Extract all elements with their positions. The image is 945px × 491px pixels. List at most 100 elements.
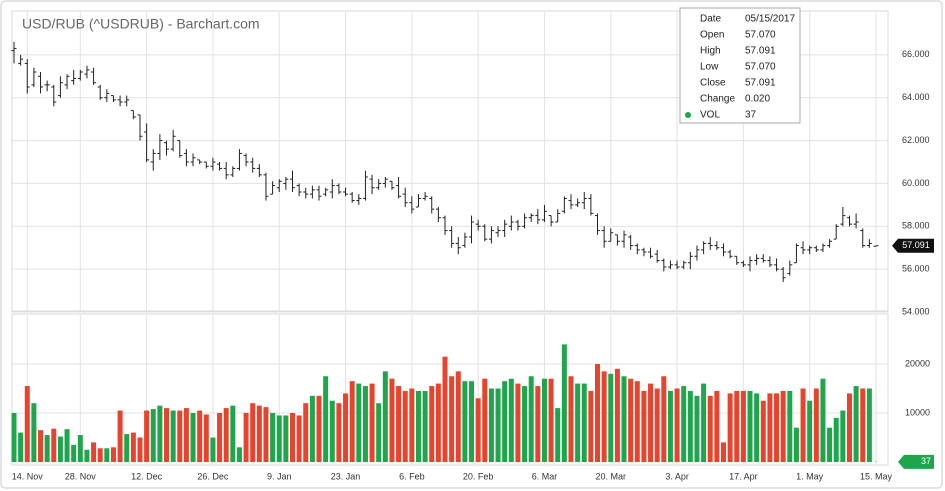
tooltip-label: High bbox=[700, 46, 721, 57]
volume-bar bbox=[190, 413, 196, 462]
x-tick-label: 23. Jan bbox=[331, 471, 361, 481]
volume-bar bbox=[57, 436, 63, 462]
volume-bar bbox=[840, 410, 846, 462]
y-tick-label: 64.000 bbox=[902, 92, 930, 102]
volume-bar bbox=[369, 383, 375, 462]
x-tick-label: 9. Jan bbox=[267, 471, 292, 481]
volume-bar bbox=[137, 437, 143, 462]
volume-bar bbox=[654, 388, 660, 462]
volume-bar bbox=[422, 390, 428, 462]
volume-bar bbox=[482, 378, 488, 462]
volume-bar bbox=[548, 378, 554, 462]
tooltip-value: 0.020 bbox=[745, 94, 770, 105]
volume-bar bbox=[435, 383, 441, 462]
volume-bar bbox=[661, 376, 667, 462]
volume-bar bbox=[150, 409, 156, 462]
volume-bar bbox=[170, 410, 176, 462]
volume-bar bbox=[469, 381, 475, 462]
volume-tick-label: 10000 bbox=[905, 407, 930, 417]
tooltip-label: Date bbox=[700, 14, 722, 25]
volume-bar bbox=[38, 430, 44, 462]
volume-bar bbox=[681, 386, 687, 462]
volume-bar bbox=[780, 390, 786, 462]
tooltip-label: Low bbox=[700, 62, 719, 73]
volume-bar bbox=[807, 400, 813, 462]
tooltip-value: 57.070 bbox=[745, 30, 776, 41]
volume-bar bbox=[827, 427, 833, 462]
volume-bar bbox=[343, 393, 349, 462]
volume-bar bbox=[276, 415, 282, 462]
volume-bar bbox=[197, 410, 203, 462]
volume-bar bbox=[362, 386, 368, 462]
tooltip-label: Open bbox=[700, 30, 724, 41]
volume-bar bbox=[833, 417, 839, 462]
volume-bar bbox=[183, 408, 189, 462]
volume-bar bbox=[767, 393, 773, 462]
volume-bar bbox=[707, 395, 713, 462]
tooltip-value: 57.091 bbox=[745, 78, 776, 89]
volume-bar bbox=[595, 364, 601, 462]
volume-bar bbox=[11, 413, 17, 462]
tooltip-value: 57.091 bbox=[745, 46, 776, 57]
volume-bar bbox=[608, 373, 614, 462]
x-tick-label: 14. Nov bbox=[12, 471, 44, 481]
volume-bar bbox=[402, 390, 408, 462]
volume-bar bbox=[760, 400, 766, 462]
x-tick-label: 20. Mar bbox=[596, 471, 627, 481]
volume-bar bbox=[157, 405, 163, 462]
volume-bar bbox=[813, 388, 819, 462]
volume-bar bbox=[535, 386, 541, 462]
volume-bar bbox=[91, 442, 97, 462]
volume-bar bbox=[124, 434, 130, 462]
x-tick-label: 12. Dec bbox=[131, 471, 163, 481]
volume-bar bbox=[774, 393, 780, 462]
volume-bar bbox=[296, 415, 302, 462]
volume-bar bbox=[230, 405, 236, 462]
volume-bar bbox=[51, 428, 57, 462]
volume-bar bbox=[144, 410, 150, 462]
volume-bar bbox=[581, 383, 587, 462]
volume-bar bbox=[289, 413, 295, 462]
volume-bar bbox=[250, 403, 256, 462]
volume-bar bbox=[561, 344, 567, 462]
volume-bar bbox=[210, 437, 216, 462]
volume-bar bbox=[18, 432, 24, 462]
volume-bar bbox=[316, 395, 322, 462]
volume-bar bbox=[787, 390, 793, 462]
volume-bar bbox=[309, 395, 315, 462]
volume-bar bbox=[701, 383, 707, 462]
x-tick-label: 1. May bbox=[796, 471, 824, 481]
y-tick-label: 54.000 bbox=[902, 306, 930, 316]
volume-bar bbox=[44, 435, 50, 462]
volume-bar bbox=[376, 403, 382, 462]
y-tick-label: 56.000 bbox=[902, 264, 930, 274]
x-tick-label: 26. Dec bbox=[197, 471, 229, 481]
volume-bar bbox=[555, 408, 561, 462]
volume-bar bbox=[800, 388, 806, 462]
price-tag-box bbox=[892, 238, 934, 253]
chart-title: USD/RUB (^USDRUB) - Barchart.com bbox=[22, 16, 260, 32]
tooltip: Date 05/15/2017 Open 57.070 High 57.091 Low 57.… bbox=[679, 7, 801, 124]
volume-bar bbox=[217, 413, 223, 462]
volume-bar bbox=[674, 388, 680, 462]
tooltip-label: Change bbox=[700, 94, 735, 105]
volume-bar bbox=[323, 376, 329, 462]
tooltip-label: Close bbox=[700, 78, 726, 89]
y-tick-label: 60.000 bbox=[902, 178, 930, 188]
volume-bar bbox=[329, 400, 335, 462]
volume-bar bbox=[754, 393, 760, 462]
volume-bar bbox=[462, 381, 468, 462]
volume-bar bbox=[648, 383, 654, 462]
volume-bar bbox=[734, 390, 740, 462]
volume-bar bbox=[628, 378, 634, 462]
volume-bar bbox=[77, 435, 83, 462]
volume-bar bbox=[336, 403, 342, 462]
vol-dot bbox=[685, 112, 691, 118]
x-tick-label: 3. Apr bbox=[665, 471, 689, 481]
volume-bar bbox=[409, 388, 415, 462]
volume-bar bbox=[820, 378, 826, 462]
volume-bar bbox=[720, 442, 726, 462]
volume-bar bbox=[24, 386, 30, 462]
volume-bar bbox=[508, 378, 514, 462]
volume-bar bbox=[727, 393, 733, 462]
